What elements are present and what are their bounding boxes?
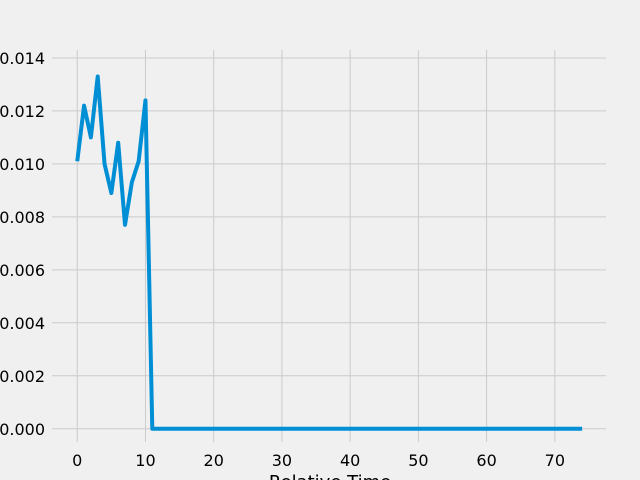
x-tick-label: 40 [340,451,360,470]
x-axis-label: Relative Time [269,472,391,480]
x-tick-label: 30 [272,451,292,470]
y-tick-label: 0.006 [0,261,45,280]
y-tick-label: 0.004 [0,314,45,333]
line [75,74,583,431]
x-tick-label: 50 [408,451,428,470]
x-tick-label: 0 [72,451,82,470]
x-tick-label: 60 [476,451,496,470]
x-tick-label: 20 [204,451,224,470]
y-tick-label: 0.002 [0,367,45,386]
x-tick-label: 70 [545,451,565,470]
y-tick-label: 0.014 [0,49,45,68]
y-tick-label: 0.010 [0,155,45,174]
x-tick-label: 10 [135,451,155,470]
y-tick-label: 0.012 [0,102,45,121]
y-tick-label: 0.008 [0,208,45,227]
y-tick-label: 0.000 [0,420,45,439]
